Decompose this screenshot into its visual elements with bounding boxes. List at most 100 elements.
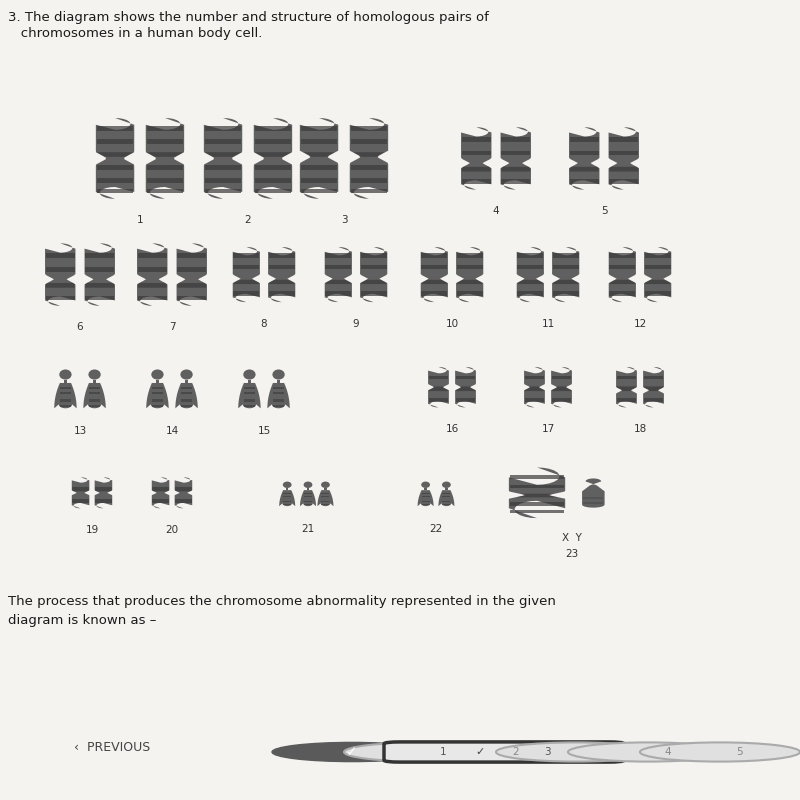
Polygon shape	[85, 243, 115, 306]
Ellipse shape	[304, 482, 312, 488]
Polygon shape	[518, 291, 543, 296]
Polygon shape	[610, 291, 635, 296]
Text: 5: 5	[736, 747, 742, 757]
Polygon shape	[300, 490, 316, 506]
Polygon shape	[152, 478, 170, 508]
Bar	[152, 386, 163, 390]
Text: 4: 4	[664, 747, 670, 757]
Bar	[322, 504, 330, 506]
Bar	[442, 501, 450, 502]
Polygon shape	[553, 265, 578, 270]
Polygon shape	[72, 478, 90, 508]
Polygon shape	[610, 280, 635, 284]
Polygon shape	[502, 179, 530, 183]
Polygon shape	[205, 126, 242, 131]
Polygon shape	[422, 265, 447, 270]
Polygon shape	[617, 398, 636, 402]
Polygon shape	[326, 280, 351, 284]
Bar	[283, 493, 291, 494]
Polygon shape	[205, 152, 242, 157]
Polygon shape	[609, 247, 636, 302]
Polygon shape	[204, 118, 242, 199]
Text: 2: 2	[512, 747, 518, 757]
Polygon shape	[234, 254, 259, 258]
Circle shape	[344, 742, 504, 762]
Polygon shape	[350, 126, 387, 131]
Polygon shape	[553, 291, 578, 296]
Polygon shape	[552, 398, 571, 402]
Polygon shape	[72, 498, 89, 503]
Polygon shape	[254, 152, 291, 157]
Bar	[583, 502, 603, 505]
Polygon shape	[177, 243, 207, 306]
Polygon shape	[138, 283, 166, 288]
Polygon shape	[269, 254, 294, 258]
Polygon shape	[326, 265, 351, 270]
Polygon shape	[502, 137, 530, 142]
Polygon shape	[610, 137, 638, 142]
Polygon shape	[254, 126, 291, 131]
Polygon shape	[422, 254, 447, 258]
Polygon shape	[254, 190, 291, 194]
Polygon shape	[517, 247, 544, 302]
Polygon shape	[643, 367, 664, 407]
Text: 3: 3	[544, 747, 550, 757]
Bar	[283, 504, 291, 506]
Bar	[307, 488, 309, 490]
Polygon shape	[644, 247, 671, 302]
Polygon shape	[97, 190, 134, 194]
Bar	[283, 501, 291, 502]
Polygon shape	[97, 152, 134, 157]
Polygon shape	[350, 190, 387, 194]
Bar	[60, 392, 71, 394]
Text: 5: 5	[601, 206, 607, 216]
Circle shape	[568, 742, 728, 762]
Polygon shape	[429, 398, 448, 402]
Text: 19: 19	[86, 525, 98, 535]
Text: 7: 7	[169, 322, 175, 332]
Polygon shape	[95, 498, 112, 503]
Bar	[422, 493, 430, 494]
Polygon shape	[178, 253, 206, 258]
Text: 18: 18	[634, 424, 646, 434]
Polygon shape	[174, 478, 192, 508]
Polygon shape	[138, 295, 166, 300]
Polygon shape	[233, 247, 260, 302]
Bar	[244, 399, 255, 402]
Polygon shape	[96, 118, 134, 199]
Bar	[244, 386, 255, 390]
Polygon shape	[234, 280, 259, 284]
Bar	[322, 496, 330, 498]
Polygon shape	[457, 280, 482, 284]
Polygon shape	[610, 151, 638, 155]
Bar	[286, 488, 288, 490]
Polygon shape	[462, 151, 490, 155]
Polygon shape	[610, 166, 638, 171]
Polygon shape	[146, 118, 184, 199]
Polygon shape	[502, 151, 530, 155]
Polygon shape	[616, 367, 637, 407]
Polygon shape	[146, 152, 183, 157]
Polygon shape	[350, 165, 387, 170]
Text: ✓: ✓	[346, 745, 358, 759]
Polygon shape	[86, 267, 114, 271]
Circle shape	[496, 742, 656, 762]
Polygon shape	[146, 190, 183, 194]
Polygon shape	[429, 386, 448, 391]
Circle shape	[272, 742, 432, 762]
Polygon shape	[152, 487, 169, 491]
Polygon shape	[279, 490, 295, 506]
Bar	[273, 392, 284, 394]
Polygon shape	[617, 375, 636, 379]
Text: X  Y: X Y	[562, 534, 582, 543]
Bar	[273, 386, 284, 390]
Bar	[60, 386, 71, 390]
Text: 6: 6	[77, 322, 83, 332]
Text: 16: 16	[446, 424, 458, 434]
Polygon shape	[301, 190, 338, 194]
Ellipse shape	[59, 370, 72, 379]
Polygon shape	[269, 265, 294, 270]
Bar	[322, 501, 330, 502]
Bar	[442, 496, 450, 498]
Bar	[93, 379, 96, 383]
